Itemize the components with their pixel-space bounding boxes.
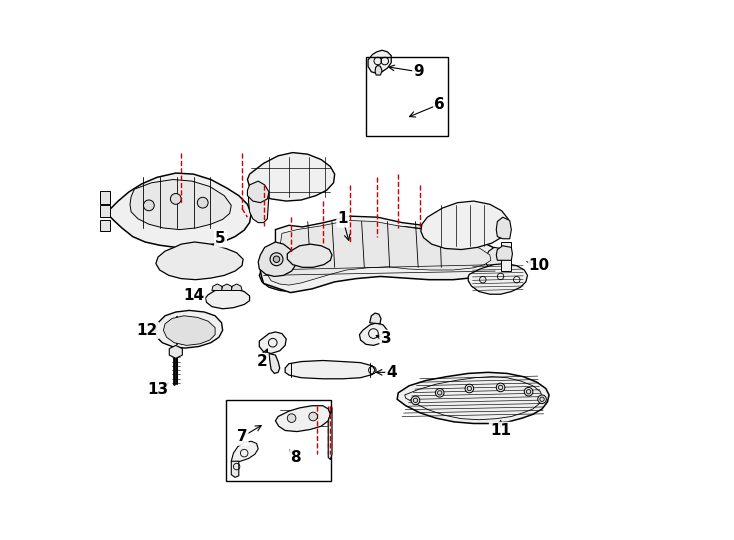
Text: 4: 4 <box>387 365 397 380</box>
Text: 7: 7 <box>237 429 247 444</box>
Polygon shape <box>468 264 528 294</box>
Polygon shape <box>212 284 222 291</box>
Polygon shape <box>231 284 242 291</box>
Text: 8: 8 <box>291 450 301 465</box>
Bar <box>501 242 512 253</box>
Text: 10: 10 <box>528 258 550 273</box>
Bar <box>366 57 448 137</box>
Circle shape <box>538 395 546 403</box>
Polygon shape <box>156 242 243 280</box>
Polygon shape <box>328 407 332 460</box>
Polygon shape <box>360 323 388 346</box>
Circle shape <box>143 200 154 211</box>
Circle shape <box>496 383 505 391</box>
Polygon shape <box>247 181 269 202</box>
Polygon shape <box>285 361 375 379</box>
Polygon shape <box>231 441 258 462</box>
Polygon shape <box>261 226 501 293</box>
Text: 1: 1 <box>338 211 348 226</box>
Polygon shape <box>496 217 512 239</box>
Polygon shape <box>275 406 330 431</box>
Circle shape <box>273 256 280 262</box>
Circle shape <box>465 384 473 393</box>
Circle shape <box>270 253 283 266</box>
Circle shape <box>524 387 533 396</box>
Circle shape <box>170 193 181 204</box>
Text: 2: 2 <box>257 354 267 369</box>
Text: 14: 14 <box>183 288 204 303</box>
Polygon shape <box>485 247 508 271</box>
Polygon shape <box>206 288 250 309</box>
Polygon shape <box>421 201 508 249</box>
Circle shape <box>411 396 420 404</box>
Polygon shape <box>268 220 491 285</box>
Polygon shape <box>164 316 215 346</box>
Circle shape <box>435 388 444 397</box>
Circle shape <box>309 412 317 421</box>
Polygon shape <box>258 242 296 276</box>
Text: 5: 5 <box>215 231 226 246</box>
Polygon shape <box>269 354 280 374</box>
Polygon shape <box>156 310 222 348</box>
Polygon shape <box>109 173 251 247</box>
Polygon shape <box>170 346 182 359</box>
Text: 9: 9 <box>413 64 424 79</box>
Polygon shape <box>397 373 549 423</box>
Bar <box>226 400 331 481</box>
Polygon shape <box>259 332 286 354</box>
Polygon shape <box>496 246 512 260</box>
Text: 11: 11 <box>490 423 511 438</box>
Polygon shape <box>249 184 269 222</box>
Polygon shape <box>101 205 109 217</box>
Bar <box>501 255 512 271</box>
Text: 13: 13 <box>148 382 169 397</box>
Circle shape <box>197 197 208 208</box>
Text: 3: 3 <box>380 331 391 346</box>
Polygon shape <box>287 244 332 267</box>
Polygon shape <box>368 50 391 73</box>
Polygon shape <box>370 313 381 324</box>
Polygon shape <box>259 216 501 292</box>
Polygon shape <box>101 220 109 231</box>
Polygon shape <box>231 461 239 477</box>
Text: 6: 6 <box>435 97 445 112</box>
Polygon shape <box>130 179 231 230</box>
Polygon shape <box>101 191 109 204</box>
Text: 12: 12 <box>137 323 158 338</box>
Polygon shape <box>375 65 382 75</box>
Polygon shape <box>247 153 335 201</box>
Polygon shape <box>222 284 233 291</box>
Circle shape <box>287 414 296 422</box>
